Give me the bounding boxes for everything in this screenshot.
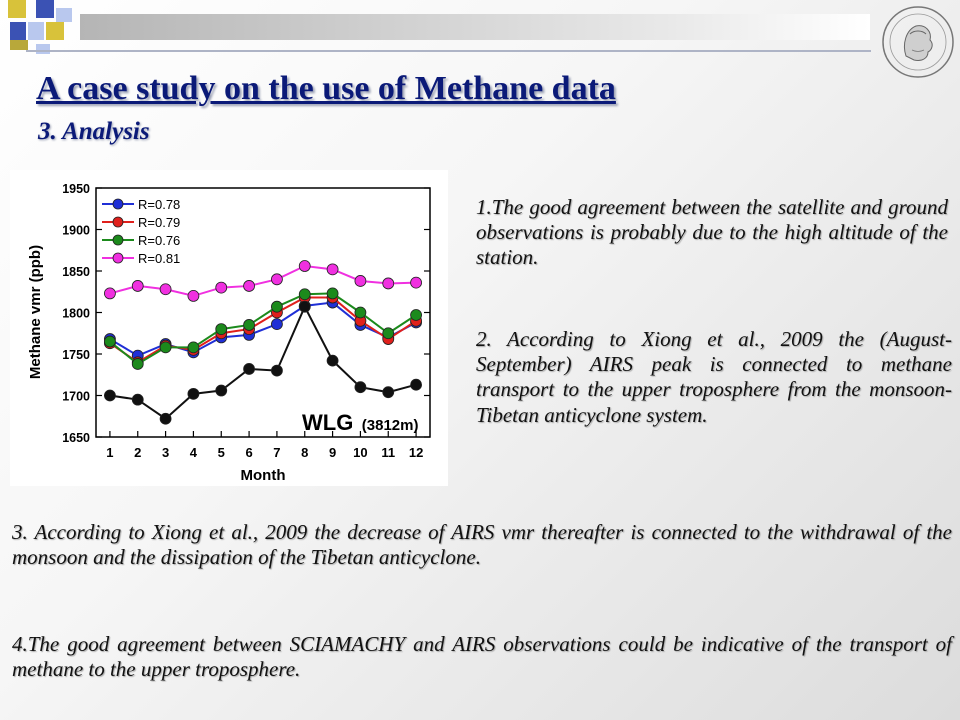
y-tick-label: 1950	[62, 182, 90, 196]
legend-swatch-marker	[112, 216, 124, 228]
data-point	[382, 327, 395, 340]
station-annotation: WLG (3812m)	[302, 410, 418, 435]
x-tick-label: 3	[162, 445, 169, 460]
series-line	[109, 264, 417, 297]
data-point	[298, 288, 311, 301]
data-point	[243, 363, 255, 375]
legend-swatch-marker	[112, 198, 124, 210]
data-point	[104, 287, 116, 300]
station-altitude: (3812m)	[362, 417, 419, 434]
data-point	[131, 358, 144, 370]
x-tick-label: 2	[134, 445, 141, 460]
data-point	[243, 319, 255, 331]
legend-label: R=0.81	[138, 251, 180, 266]
data-point	[354, 381, 367, 394]
x-tick-label: 9	[329, 445, 336, 460]
data-point	[131, 393, 144, 406]
y-tick-label: 1850	[62, 265, 90, 279]
legend-entry: R=0.76	[102, 233, 180, 248]
y-tick-label: 1750	[62, 348, 90, 362]
paragraph-agreement: 1.The good agreement between the satelli…	[476, 195, 948, 270]
data-point	[159, 341, 172, 354]
university-seal-logo	[882, 6, 954, 78]
data-point	[131, 280, 144, 292]
x-tick-label: 12	[409, 445, 423, 460]
x-tick-label: 1	[106, 445, 113, 460]
legend-entry: R=0.79	[102, 215, 180, 230]
y-axis-label: Methane vmr (ppb)	[27, 245, 44, 379]
paragraph-sciamachy-airs: 4.The good agreement between SCIAMACHY a…	[12, 632, 952, 682]
x-tick-label: 10	[353, 445, 367, 460]
data-point	[298, 300, 311, 313]
x-tick-label: 7	[273, 445, 280, 460]
x-tick-label: 11	[381, 445, 395, 460]
deco-square-blue	[36, 0, 54, 18]
x-tick-label: 4	[190, 445, 198, 460]
data-point	[271, 318, 283, 331]
x-tick-label: 6	[245, 445, 252, 460]
data-point	[104, 389, 116, 402]
deco-square-yellow	[8, 0, 26, 18]
data-point	[187, 290, 200, 302]
x-tick-label: 8	[301, 445, 308, 460]
series-3	[104, 287, 422, 370]
data-point	[215, 323, 228, 336]
data-point	[382, 386, 395, 399]
data-point	[215, 281, 228, 294]
data-point	[354, 306, 367, 319]
y-tick-label: 1800	[62, 307, 90, 321]
paragraph-airs-decrease: 3. According to Xiong et al., 2009 the d…	[12, 520, 952, 570]
data-point	[159, 412, 172, 425]
deco-square-lightblue	[28, 22, 44, 40]
legend-entry: R=0.81	[102, 251, 180, 266]
station-name: WLG	[302, 410, 353, 435]
legend-label: R=0.76	[138, 233, 180, 248]
data-point	[271, 300, 283, 313]
data-point	[187, 341, 200, 354]
data-point	[326, 354, 339, 367]
y-tick-label: 1900	[62, 224, 90, 238]
legend-swatch-marker	[112, 234, 124, 246]
data-point	[243, 280, 255, 292]
data-point	[354, 275, 367, 287]
legend-label: R=0.79	[138, 215, 180, 230]
deco-square-blue	[10, 22, 26, 40]
data-point	[271, 364, 283, 377]
page-title: A case study on the use of Methane data	[36, 70, 616, 107]
legend-entry: R=0.78	[102, 197, 180, 212]
data-point	[326, 263, 339, 276]
header-divider	[26, 50, 871, 52]
data-point	[298, 260, 311, 272]
data-point	[382, 277, 395, 290]
section-subtitle: 3. Analysis	[38, 118, 150, 145]
series-line	[109, 304, 417, 421]
y-tick-label: 1650	[62, 431, 90, 445]
deco-square-lightblue	[36, 44, 50, 54]
data-point	[410, 378, 422, 391]
deco-square-lightblue	[56, 8, 72, 22]
data-point	[326, 287, 339, 300]
data-point	[215, 384, 228, 397]
data-point	[104, 335, 116, 348]
paragraph-airs-peak: 2. According to Xiong et al., 2009 the (…	[476, 327, 952, 427]
deco-square-olive	[10, 40, 28, 50]
deco-square-yellow	[46, 22, 64, 40]
legend-label: R=0.78	[138, 197, 180, 212]
series-5	[104, 300, 422, 425]
header-bar	[80, 14, 870, 40]
series-4	[104, 260, 422, 302]
y-tick-label: 1700	[62, 390, 90, 404]
x-tick-label: 5	[218, 445, 225, 460]
data-point	[271, 273, 283, 286]
data-point	[410, 276, 422, 289]
data-point	[159, 283, 172, 296]
data-point	[410, 309, 422, 321]
legend-swatch-marker	[112, 252, 124, 264]
x-axis-label: Month	[241, 467, 286, 484]
data-point	[187, 387, 200, 400]
series-line	[109, 301, 417, 357]
